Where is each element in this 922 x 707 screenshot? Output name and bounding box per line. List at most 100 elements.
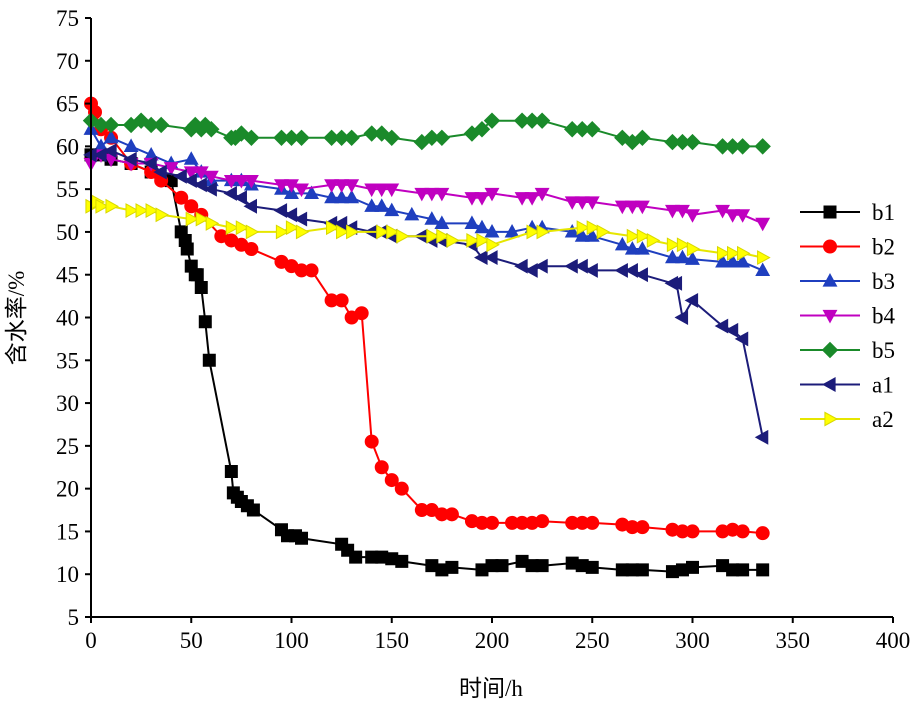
- data-point-a2: [235, 220, 250, 236]
- data-point-b3: [334, 189, 350, 204]
- y-tick-label: 35: [56, 348, 79, 373]
- legend-marker-b5: [821, 341, 839, 359]
- data-point-b5: [483, 112, 501, 129]
- legend-item-b2: b2: [800, 235, 895, 260]
- data-point-b2: [244, 242, 259, 257]
- data-point-b5: [102, 116, 120, 134]
- data-point-b3: [735, 253, 751, 268]
- data-point-b1: [475, 563, 489, 577]
- data-point-b4: [233, 174, 249, 189]
- x-tick-label: 0: [85, 628, 97, 653]
- data-point-a1: [514, 258, 528, 274]
- data-point-a2: [586, 220, 601, 236]
- x-tick-label: 350: [776, 628, 811, 653]
- x-tick-label: 150: [375, 628, 410, 653]
- data-point-a2: [336, 224, 350, 240]
- y-tick-label: 10: [56, 562, 79, 587]
- x-axis-title: 时间/h: [459, 676, 523, 701]
- data-point-a2: [205, 215, 220, 231]
- data-point-a2: [396, 228, 410, 244]
- data-point-b4: [384, 183, 400, 198]
- data-point-b4: [614, 200, 630, 215]
- legend-marker-a2: [824, 411, 838, 427]
- data-point-b3: [183, 151, 199, 165]
- data-point-b3: [424, 211, 440, 225]
- data-point-b3: [123, 138, 139, 152]
- data-point-b3: [755, 262, 771, 277]
- data-point-a2: [285, 220, 300, 236]
- axes-layer: 5 10 15 20 25 30 35 40 45 50 55 60 65 70 75 0 50 100 150 20…: [56, 6, 910, 653]
- data-point-b5: [634, 129, 651, 147]
- data-point-b1: [180, 242, 194, 256]
- data-point-a2: [727, 245, 741, 261]
- data-point-b3: [474, 219, 490, 234]
- data-point-b4: [223, 174, 239, 189]
- data-point-b4: [524, 192, 540, 206]
- y-tick-label: 50: [56, 220, 79, 245]
- data-point-b3: [624, 241, 640, 255]
- legend-item-b1: b1: [800, 200, 895, 225]
- data-point-b2: [174, 190, 189, 205]
- data-point-b2: [304, 263, 319, 278]
- data-point-a1: [684, 292, 699, 308]
- legend-marker-b1: [823, 205, 837, 219]
- data-point-b1: [686, 560, 699, 574]
- legend-label-b4: b4: [872, 304, 896, 329]
- data-point-b4: [243, 174, 259, 189]
- y-tick-label: 65: [56, 92, 79, 117]
- data-point-b5: [132, 112, 150, 129]
- data-point-b2: [635, 520, 650, 535]
- data-point-b4: [514, 192, 530, 206]
- data-point-a1: [524, 262, 538, 278]
- data-point-b4: [534, 187, 550, 202]
- data-point-a2: [576, 220, 591, 236]
- data-point-b4: [584, 196, 600, 210]
- data-point-b1: [585, 560, 599, 574]
- data-point-a2: [486, 237, 500, 253]
- data-point-b3: [374, 198, 390, 212]
- legend-item-b5: b5: [800, 338, 895, 363]
- data-point-b2: [735, 524, 750, 539]
- y-tick-label: 5: [68, 605, 80, 630]
- series-layer: [82, 96, 771, 579]
- y-tick-label: 25: [56, 434, 79, 459]
- data-point-b3: [484, 223, 500, 238]
- legend-item-a1: a1: [800, 373, 894, 398]
- data-point-b4: [193, 166, 209, 180]
- data-point-b5: [152, 116, 170, 134]
- legend-label-a2: a2: [872, 407, 894, 432]
- data-point-b2: [755, 526, 770, 541]
- data-point-b4: [414, 187, 430, 202]
- data-point-b3: [364, 198, 380, 212]
- legend-marker-b3: [822, 273, 838, 287]
- data-point-b3: [434, 215, 450, 229]
- data-point-a2: [716, 245, 731, 261]
- data-point-b4: [735, 209, 751, 223]
- y-tick-label: 70: [56, 49, 79, 74]
- data-point-a1: [233, 190, 247, 206]
- data-point-a1: [584, 262, 598, 278]
- data-point-a2: [536, 224, 551, 240]
- y-tick-label: 55: [56, 177, 79, 202]
- data-point-a2: [526, 224, 541, 240]
- data-point-b4: [574, 196, 590, 210]
- data-point-b4: [685, 209, 700, 223]
- legend-item-a2: a2: [800, 407, 894, 432]
- data-point-a2: [436, 228, 450, 244]
- data-point-a2: [155, 207, 170, 223]
- y-tick-label: 30: [56, 391, 79, 416]
- data-point-b2: [334, 293, 349, 308]
- data-point-a2: [145, 203, 160, 218]
- data-point-b1: [435, 563, 449, 577]
- data-point-b4: [665, 204, 680, 219]
- data-point-a1: [668, 275, 683, 291]
- series-b2: [84, 96, 770, 541]
- data-point-b3: [725, 253, 741, 268]
- data-point-a1: [574, 258, 588, 274]
- data-point-a1: [103, 143, 117, 159]
- data-point-b1: [635, 563, 649, 577]
- data-point-b3: [344, 189, 360, 204]
- data-point-b3: [404, 206, 420, 221]
- data-point-a2: [95, 198, 109, 214]
